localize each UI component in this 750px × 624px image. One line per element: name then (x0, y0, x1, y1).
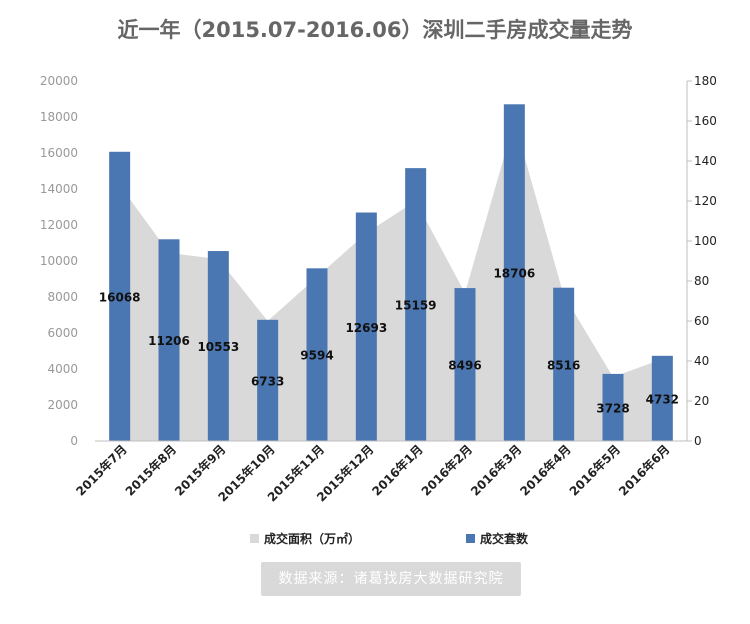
y-right-tick-1: 20 (694, 394, 709, 408)
legend-label-area: 成交面积（万㎡） (264, 532, 361, 546)
y-left-tick-9: 18000 (40, 110, 78, 124)
x-tick-6: 2016年1月 (369, 442, 426, 499)
bar-9 (553, 287, 575, 441)
data-label-3: 6733 (251, 374, 284, 388)
y-right-tick-4: 80 (694, 274, 709, 288)
y-left-tick-2: 4000 (47, 362, 78, 376)
data-label-5: 12693 (345, 321, 387, 335)
data-label-1: 11206 (148, 334, 190, 348)
bar-1 (158, 239, 180, 441)
y-left-tick-8: 16000 (40, 146, 78, 160)
bar-11 (651, 355, 673, 441)
x-tick-8: 2016年3月 (467, 442, 524, 499)
bar-7 (454, 288, 476, 441)
y-left-tick-6: 12000 (40, 218, 78, 232)
y-right-tick-7: 140 (694, 154, 717, 168)
chart-title: 近一年（2015.07-2016.06）深圳二手房成交量走势 (117, 18, 633, 42)
data-label-7: 8496 (448, 359, 481, 373)
y-right-tick-2: 40 (694, 354, 709, 368)
y-right-tick-0: 0 (694, 434, 702, 448)
bar-4 (306, 268, 328, 441)
y-left-tick-4: 8000 (47, 290, 78, 304)
data-label-6: 15159 (395, 299, 437, 313)
area-layer (119, 121, 663, 441)
area-series (119, 121, 663, 441)
y-right-tick-9: 180 (694, 74, 717, 88)
data-label-9: 8516 (547, 358, 580, 372)
data-label-4: 9594 (300, 349, 333, 363)
x-tick-7: 2016年2月 (418, 442, 475, 499)
legend-item-bars: 成交套数 (466, 530, 528, 547)
x-tick-0: 2015年7月 (73, 442, 130, 499)
y-right-tick-8: 160 (694, 114, 717, 128)
source-note: 数据来源：诸葛找房大数据研究院 (261, 562, 521, 596)
bar-3 (257, 319, 279, 441)
y-left-tick-5: 10000 (40, 254, 78, 268)
bar-5 (355, 212, 377, 441)
x-tick-10: 2016年5月 (566, 442, 623, 499)
legend: 成交面积（万㎡） 成交套数 (0, 530, 750, 550)
bar-8 (503, 104, 525, 442)
y-left-tick-0: 0 (70, 434, 78, 448)
y-left-tick-1: 2000 (47, 398, 78, 412)
bar-6 (405, 168, 427, 441)
data-label-8: 18706 (493, 267, 535, 281)
y-left-tick-10: 20000 (40, 74, 78, 88)
y-left-tick-7: 14000 (40, 182, 78, 196)
legend-item-area: 成交面积（万㎡） (250, 530, 360, 547)
data-label-2: 10553 (197, 340, 239, 354)
x-tick-9: 2016年4月 (517, 442, 574, 499)
bar-layer (109, 104, 673, 442)
y-right-tick-3: 60 (694, 314, 709, 328)
y-right-tick-6: 120 (694, 194, 717, 208)
x-tick-1: 2015年8月 (122, 442, 179, 499)
label-layer: 16068 11206 10553 6733 9594 12693 15159 8496 187… (99, 267, 679, 416)
bar-0 (109, 151, 131, 441)
data-label-0: 16068 (99, 290, 141, 304)
y-right-tick-5: 100 (694, 234, 717, 248)
legend-label-bars: 成交套数 (480, 532, 529, 546)
data-label-10: 3728 (596, 401, 629, 415)
bar-10 (602, 373, 624, 441)
legend-swatch-area (250, 534, 259, 543)
y-left-tick-3: 6000 (47, 326, 78, 340)
data-label-11: 4732 (646, 392, 679, 406)
bar-2 (207, 251, 229, 441)
x-tick-11: 2016年6月 (615, 442, 672, 499)
legend-swatch-bars (466, 534, 475, 543)
